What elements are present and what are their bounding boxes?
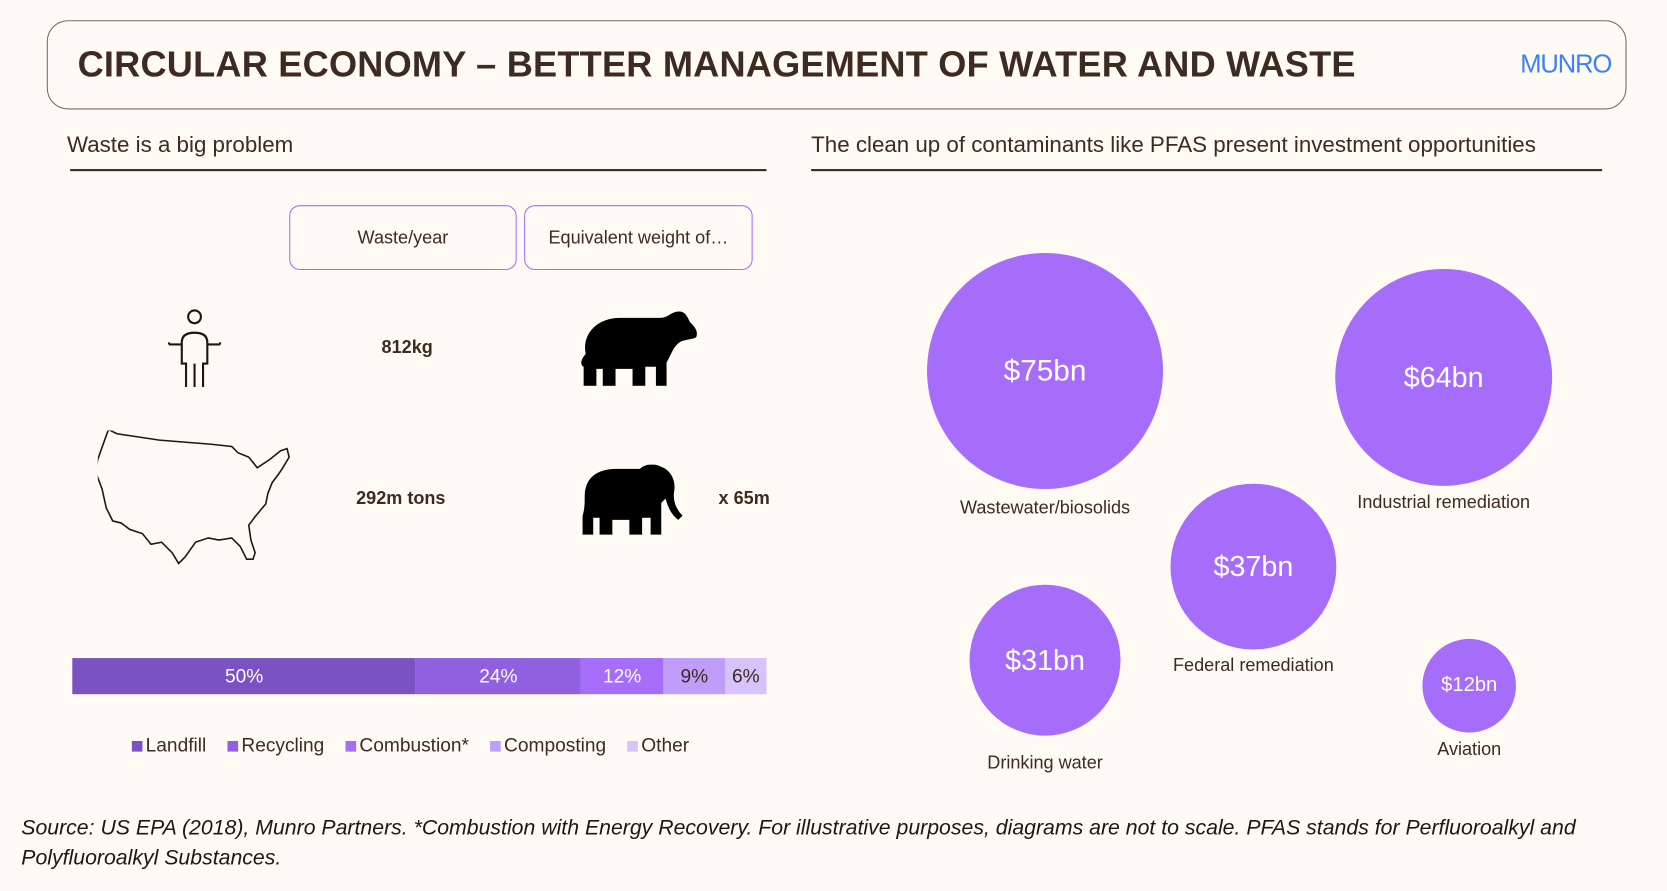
- legend-label: Landfill: [145, 734, 207, 756]
- bar-data-label: 9%: [680, 664, 709, 687]
- bar-data-label: 24%: [479, 664, 518, 687]
- header-label: Waste/year: [357, 226, 449, 248]
- source-footnote: Source: US EPA (2018), Munro Partners. *…: [21, 816, 1576, 870]
- munro-logo: MUNRO: [1520, 49, 1612, 79]
- bubble-value: $31bn: [1005, 643, 1085, 676]
- left-subtitle: Waste is a big problem: [66, 132, 294, 158]
- legend-item: Composting: [490, 735, 606, 757]
- bubble-value: $75bn: [1003, 354, 1087, 387]
- bar-segment-combustion: 12%: [580, 658, 664, 695]
- bubble-label: Drinking water: [987, 752, 1103, 773]
- legend-item: Landfill: [131, 734, 207, 757]
- bubble-value: $12bn: [1441, 674, 1498, 697]
- header-equivalent-weight: Equivalent weight of…: [524, 205, 753, 271]
- person-icon: [167, 309, 222, 387]
- usa-waste-value: 292m tons: [356, 487, 446, 509]
- bubble-value: $64bn: [1403, 360, 1484, 393]
- bubble-label: Aviation: [1437, 738, 1502, 760]
- right-subtitle: The clean up of contaminants like PFAS p…: [811, 132, 1536, 158]
- bar-data-label: 50%: [224, 664, 264, 687]
- bear-icon: [581, 311, 697, 386]
- bar-segment-composting: 9%: [663, 658, 726, 695]
- bar-segment-recycling: 24%: [415, 658, 581, 695]
- bar-segment-landfill: 50%: [72, 658, 416, 695]
- bubble: $37bn: [1170, 483, 1337, 650]
- bubble-value: $37bn: [1213, 550, 1294, 583]
- bar-segment-other: 6%: [725, 658, 767, 695]
- legend-swatch: [345, 740, 357, 752]
- bubble: $75bn: [927, 253, 1164, 490]
- header-waste-year: Waste/year: [289, 205, 517, 271]
- legend-swatch: [131, 740, 143, 752]
- legend-item: Other: [627, 735, 689, 757]
- legend-label: Composting: [504, 734, 607, 756]
- legend-swatch: [490, 740, 501, 752]
- legend-label: Combustion*: [359, 734, 469, 756]
- elephant-multiplier: x 65m: [718, 487, 770, 509]
- legend-swatch: [227, 740, 239, 752]
- legend-label: Recycling: [241, 734, 325, 756]
- chart-legend: Landfill Recycling Combustion* Composting Ot…: [131, 734, 689, 757]
- bubble-label: Industrial remediation: [1357, 492, 1531, 513]
- page-title: CIRCULAR ECONOMY – BETTER MANAGEMENT OF …: [77, 44, 1356, 86]
- bubble: $31bn: [969, 584, 1121, 736]
- bar-data-label: 6%: [732, 664, 760, 687]
- usa-map-icon: [97, 430, 291, 565]
- bar-data-label: 12%: [602, 664, 642, 687]
- legend-label: Other: [641, 734, 690, 756]
- legend-item: Recycling: [227, 734, 325, 757]
- legend-item: Combustion*: [345, 734, 469, 757]
- bubble-label: Wastewater/biosolids: [959, 497, 1131, 518]
- bubble: $12bn: [1422, 638, 1516, 733]
- legend-swatch: [627, 740, 639, 752]
- title-box: [46, 20, 1627, 110]
- waste-stacked-bar: 50% 24% 12% 9% 6%: [72, 658, 767, 695]
- bubble-label: Federal remediation: [1173, 654, 1334, 676]
- elephant-icon: [582, 464, 683, 535]
- person-waste-value: 812kg: [381, 337, 433, 358]
- header-label: Equivalent weight of…: [548, 226, 729, 248]
- left-divider: [70, 169, 767, 171]
- right-divider: [811, 169, 1603, 171]
- bubble: $64bn: [1335, 268, 1553, 486]
